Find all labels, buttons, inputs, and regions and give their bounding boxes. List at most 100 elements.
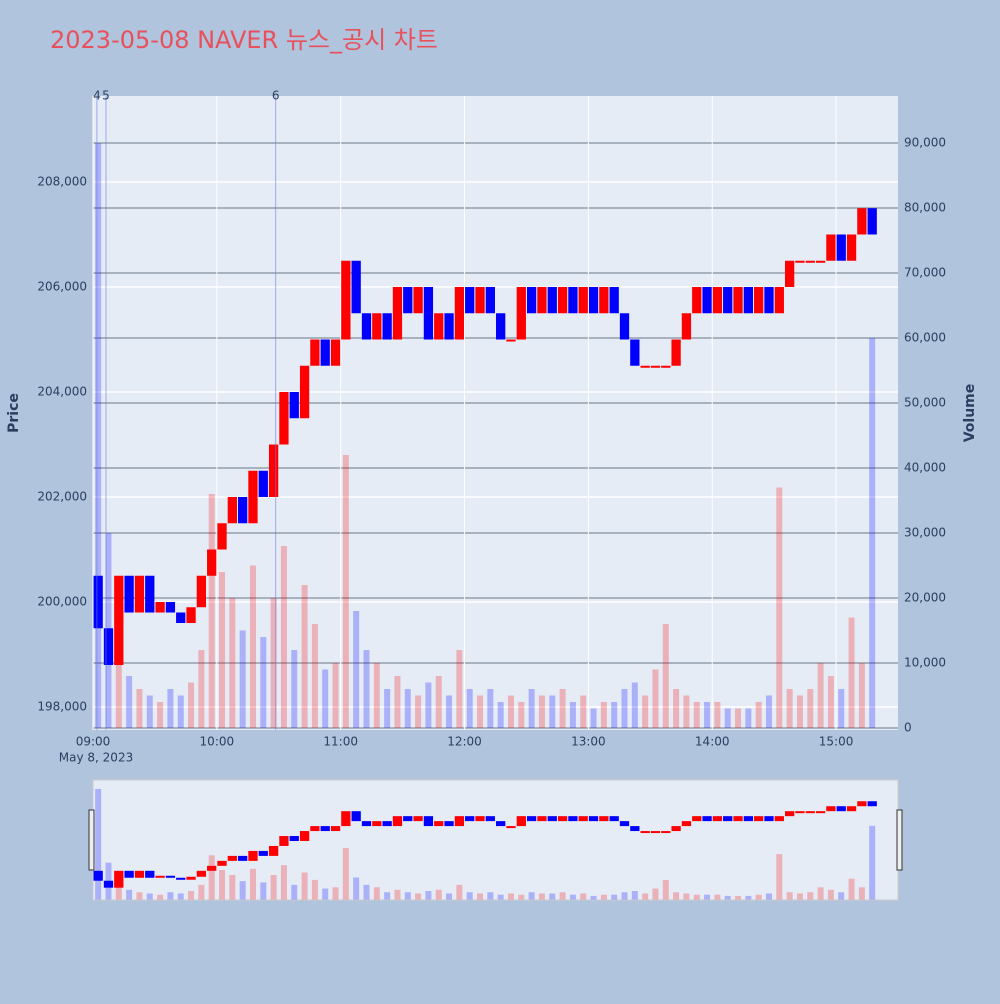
mini-volume-bar bbox=[373, 887, 380, 900]
candle bbox=[723, 286, 733, 314]
volume-bar bbox=[353, 610, 360, 728]
candle bbox=[630, 339, 640, 366]
x-tick-label: 12:00 bbox=[447, 735, 482, 749]
candle bbox=[836, 234, 846, 261]
volume-bar bbox=[280, 545, 287, 728]
candle bbox=[599, 286, 609, 314]
mini-candle bbox=[547, 816, 557, 822]
mini-candle bbox=[764, 816, 774, 822]
mini-candle bbox=[857, 801, 867, 807]
mini-candle bbox=[454, 816, 465, 827]
mini-candle bbox=[392, 816, 403, 827]
mini-volume-bar bbox=[755, 894, 762, 900]
mini-volume-bar bbox=[415, 893, 422, 900]
volume-bar bbox=[796, 695, 803, 728]
y2-tick-label: 90,000 bbox=[904, 136, 946, 150]
volume-bar bbox=[704, 701, 711, 728]
mini-candle bbox=[640, 831, 650, 834]
plot-area bbox=[93, 96, 898, 730]
volume-bar bbox=[404, 688, 411, 728]
mini-volume-bar bbox=[735, 895, 742, 900]
candle bbox=[444, 313, 454, 340]
candle bbox=[248, 470, 258, 524]
range-slider[interactable] bbox=[92, 779, 899, 901]
y-axis-title: Price bbox=[6, 393, 22, 433]
mini-candle bbox=[630, 826, 640, 832]
mini-candle bbox=[103, 880, 114, 888]
candle bbox=[547, 286, 557, 314]
slider-handle[interactable] bbox=[896, 809, 903, 871]
y2-axis-title: Volume bbox=[962, 384, 978, 443]
volume-bar bbox=[580, 695, 587, 728]
mini-volume-bar bbox=[363, 884, 370, 900]
y-tick-label: 204,000 bbox=[37, 384, 87, 398]
mini-candle bbox=[557, 816, 568, 822]
mini-volume-bar bbox=[260, 882, 267, 900]
mini-volume-bar bbox=[466, 892, 473, 900]
candle bbox=[413, 286, 423, 314]
mini-candle bbox=[671, 826, 681, 832]
mini-volume-bar bbox=[838, 892, 845, 900]
volume-bar bbox=[270, 597, 277, 728]
mini-candle bbox=[124, 870, 134, 878]
mini-candle bbox=[320, 826, 330, 832]
mini-volume-bar bbox=[425, 891, 432, 900]
mini-candle bbox=[238, 855, 248, 861]
mini-candle bbox=[413, 816, 423, 822]
candle bbox=[207, 549, 217, 576]
mini-candle bbox=[434, 821, 444, 827]
mini-candle bbox=[588, 816, 599, 822]
mini-volume-bar bbox=[353, 877, 360, 900]
candle bbox=[382, 313, 392, 340]
volume-bar bbox=[136, 688, 143, 728]
mini-volume-bar bbox=[487, 892, 494, 900]
candle bbox=[423, 286, 434, 340]
mini-volume-bar bbox=[477, 893, 484, 900]
volume-bar bbox=[322, 669, 329, 728]
candle bbox=[465, 286, 475, 314]
mini-candle bbox=[599, 816, 609, 822]
candle bbox=[124, 575, 134, 613]
mini-volume-bar bbox=[301, 872, 308, 900]
volume-bar bbox=[538, 695, 545, 728]
mini-volume-bar bbox=[538, 893, 545, 900]
candle bbox=[578, 286, 588, 314]
mini-candle bbox=[176, 877, 186, 880]
mini-volume-bar bbox=[807, 892, 814, 900]
mini-candle bbox=[351, 811, 361, 822]
candle bbox=[176, 612, 186, 624]
mini-volume-bar bbox=[270, 875, 277, 900]
candle bbox=[784, 260, 795, 287]
mini-volume-bar bbox=[280, 865, 287, 900]
mini-volume-bar bbox=[590, 895, 597, 900]
candle bbox=[733, 286, 743, 314]
candle bbox=[330, 339, 341, 366]
y2-tick-label: 40,000 bbox=[904, 460, 946, 474]
mini-volume-bar bbox=[683, 893, 690, 900]
mini-volume-bar bbox=[198, 884, 205, 900]
candle bbox=[661, 365, 671, 368]
volume-bar bbox=[518, 701, 525, 728]
mini-volume-bar bbox=[456, 884, 463, 900]
mini-volume-bar bbox=[229, 875, 236, 900]
y-tick-label: 206,000 bbox=[37, 279, 87, 293]
mini-candle bbox=[795, 811, 805, 814]
mini-volume-bar bbox=[827, 889, 834, 900]
mini-candle bbox=[155, 875, 165, 878]
mini-volume-bar bbox=[136, 892, 143, 900]
mini-volume-bar bbox=[569, 894, 576, 900]
candle bbox=[754, 286, 764, 314]
volume-bar bbox=[167, 688, 174, 728]
candle bbox=[320, 339, 330, 366]
candle bbox=[299, 365, 310, 419]
candle bbox=[671, 339, 681, 366]
mini-volume-bar bbox=[146, 893, 153, 900]
volume-bar bbox=[755, 701, 762, 728]
mini-volume-bar bbox=[642, 893, 649, 900]
candle bbox=[155, 602, 165, 613]
mini-volume-bar bbox=[714, 894, 721, 900]
slider-handle[interactable] bbox=[88, 809, 95, 871]
mini-volume-bar bbox=[724, 895, 731, 900]
mini-candle bbox=[754, 816, 764, 822]
volume-bar bbox=[714, 701, 721, 728]
